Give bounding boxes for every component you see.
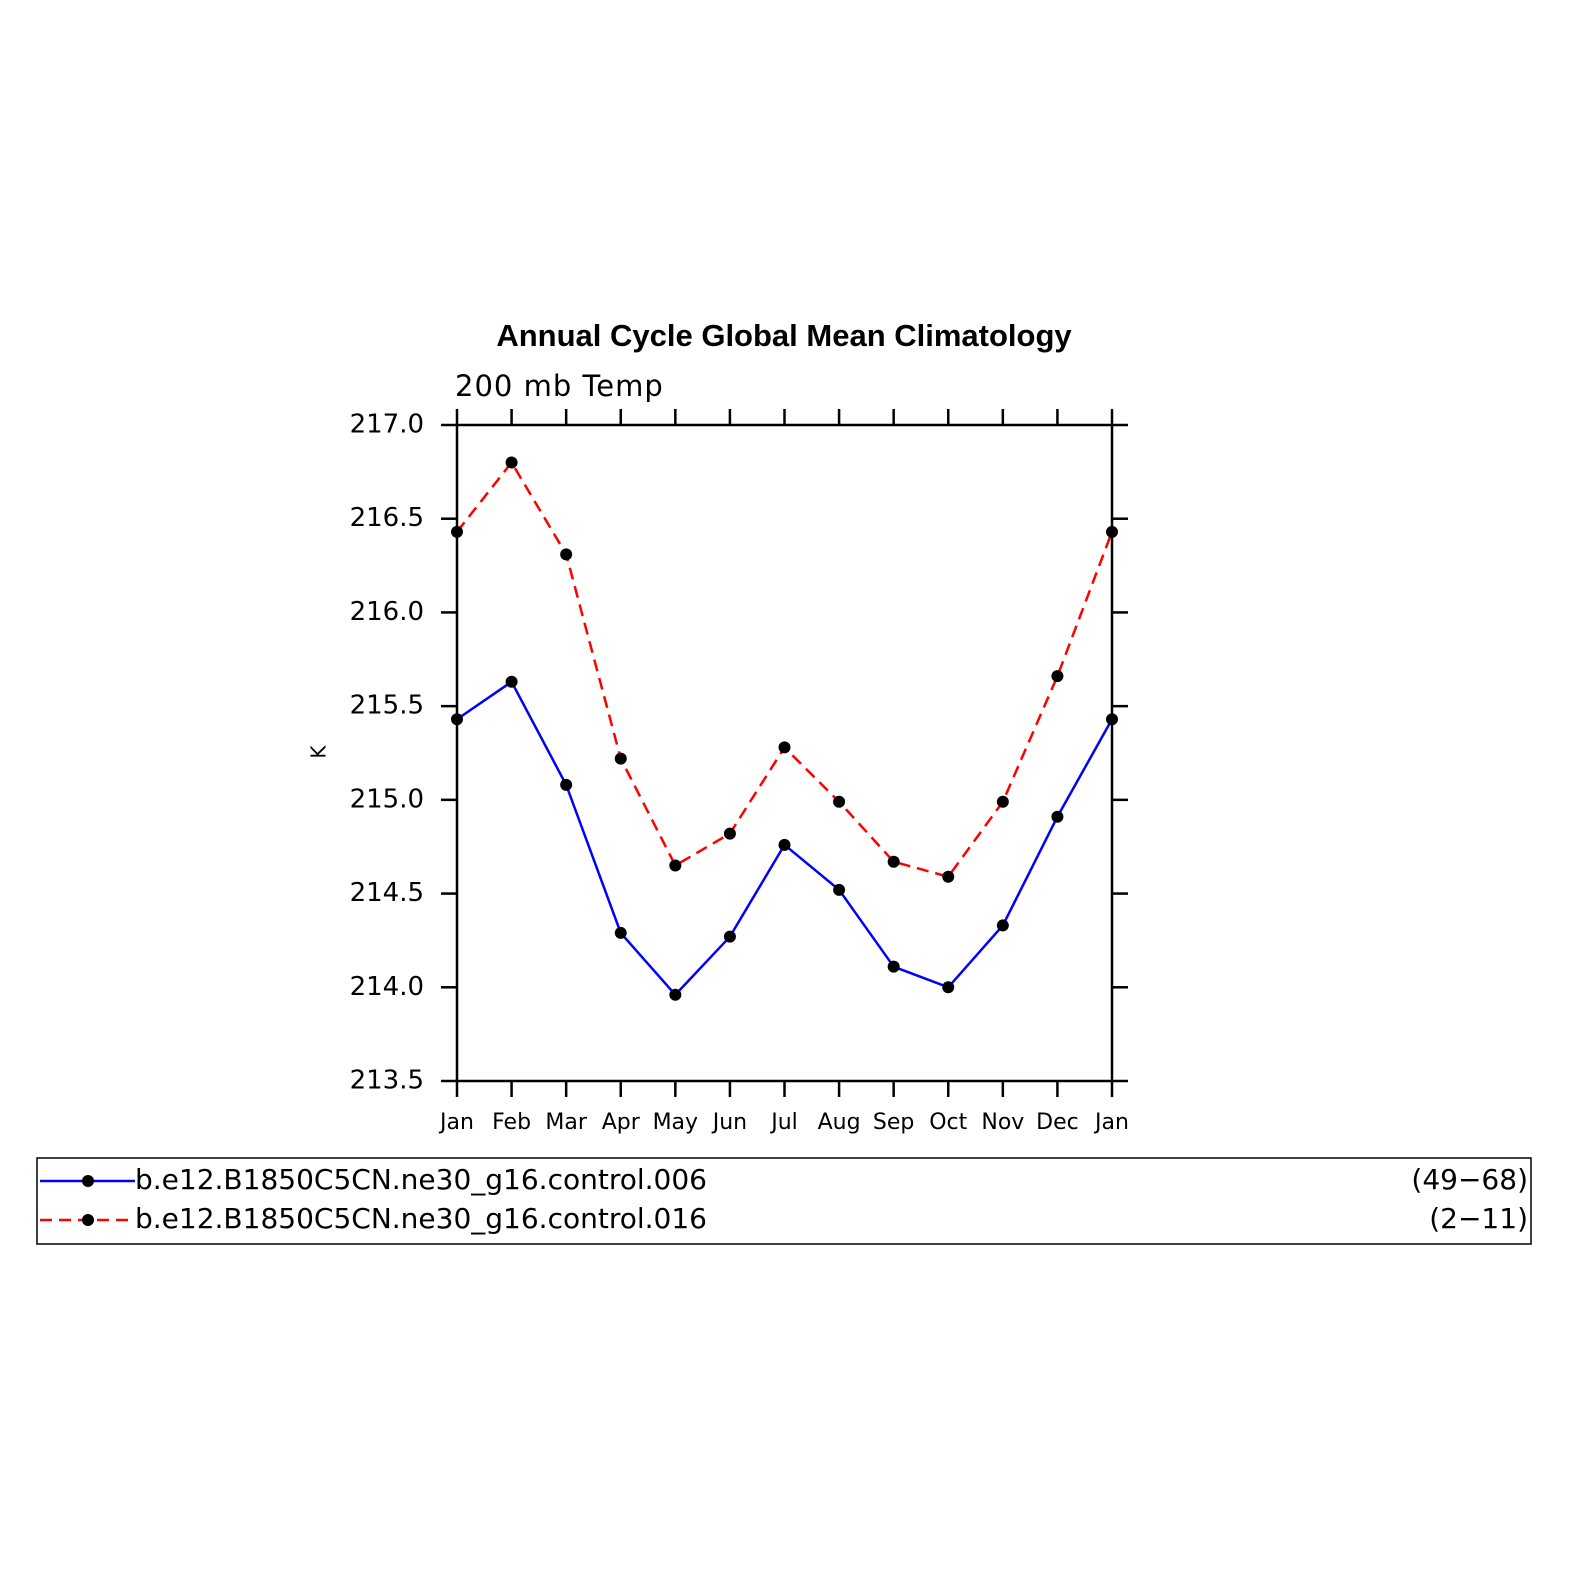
y-tick-label: 214.0 (350, 972, 424, 1002)
data-point (723, 930, 736, 943)
legend-label: b.e12.B1850C5CN.ne30_g16.control.016 (135, 1202, 707, 1235)
data-point (614, 926, 627, 939)
x-tick-label: Jan (438, 1110, 474, 1135)
y-tick-label: 216.5 (350, 503, 424, 533)
data-point (996, 795, 1009, 808)
y-tick-label: 215.5 (350, 691, 424, 721)
x-tick-label: Jan (1093, 1110, 1129, 1135)
data-point (669, 859, 682, 872)
x-tick-label: May (653, 1110, 698, 1135)
data-point (505, 456, 518, 469)
x-tick-label: Aug (818, 1110, 861, 1135)
x-tick-label: Jun (711, 1110, 747, 1135)
y-tick-label: 215.0 (350, 784, 424, 814)
subtitle: 200 mb Temp (455, 369, 664, 403)
legend-marker (82, 1175, 94, 1187)
data-point (723, 827, 736, 840)
x-tick-label: Jul (769, 1110, 798, 1135)
data-point (1051, 670, 1064, 683)
y-tick-label: 216.0 (350, 597, 424, 627)
data-point (669, 988, 682, 1001)
chart-title: Annual Cycle Global Mean Climatology (496, 318, 1072, 353)
y-axis-label: K (307, 745, 331, 759)
data-point (942, 981, 955, 994)
y-tick-label: 213.5 (350, 1066, 424, 1096)
legend-marker (82, 1214, 94, 1226)
data-point (778, 741, 791, 754)
legend-label: b.e12.B1850C5CN.ne30_g16.control.006 (135, 1163, 707, 1196)
x-tick-label: Oct (929, 1110, 967, 1135)
y-tick-label: 217.0 (350, 410, 424, 440)
x-tick-label: Nov (981, 1110, 1024, 1135)
y-tick-label: 214.5 (350, 878, 424, 908)
x-tick-label: Feb (492, 1110, 531, 1135)
data-point (1106, 713, 1118, 726)
data-point (1106, 525, 1118, 538)
data-point (778, 838, 791, 851)
legend-years: (2−11) (1429, 1202, 1528, 1235)
data-point (451, 713, 463, 726)
x-tick-label: Dec (1036, 1110, 1079, 1135)
data-point (833, 795, 846, 808)
data-point (560, 778, 573, 791)
data-point (1051, 810, 1064, 823)
data-point (942, 870, 955, 883)
x-tick-label: Sep (873, 1110, 914, 1135)
legend-box (36, 1157, 1532, 1245)
data-point (887, 855, 900, 868)
legend-years: (49−68) (1411, 1163, 1528, 1196)
data-point (614, 752, 627, 765)
data-point (833, 883, 846, 896)
data-point (451, 525, 463, 538)
x-tick-label: Mar (545, 1110, 587, 1135)
data-point (505, 675, 518, 688)
x-tick-label: Apr (602, 1110, 641, 1135)
data-point (996, 919, 1009, 932)
data-point (560, 548, 573, 561)
data-point (887, 960, 900, 973)
